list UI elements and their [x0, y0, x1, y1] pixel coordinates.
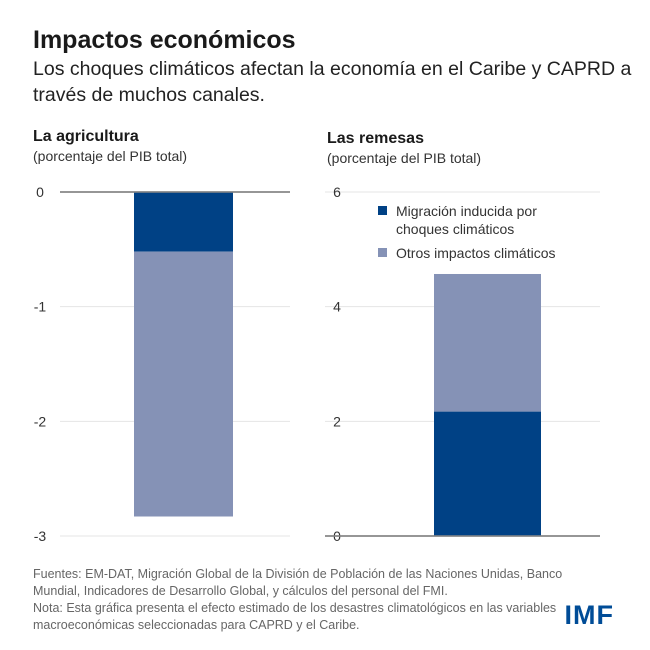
legend-swatch-otros	[378, 248, 387, 257]
y-tick-label: 6	[333, 184, 341, 200]
method-note: Nota: Esta gráfica presenta el efecto es…	[33, 601, 557, 632]
chart-title-agricultura: La agricultura	[33, 128, 139, 145]
chart-subtitle-agricultura: (porcentaje del PIB total)	[33, 148, 188, 164]
y-tick-label: -2	[34, 413, 47, 429]
page-title: Impactos económicos	[33, 26, 296, 54]
legend-label-migracion-line2: choques climáticos	[396, 221, 514, 237]
y-tick-label: 0	[36, 184, 44, 200]
legend-label-migracion-line1: Migración inducida por	[396, 203, 537, 219]
bar-segment-0	[134, 192, 233, 252]
footnotes: Fuentes: EM-DAT, Migración Global de la …	[33, 566, 573, 634]
chart-title-remesas: Las remesas	[327, 130, 424, 147]
imf-logo: IMF	[564, 600, 614, 630]
y-tick-label: 2	[333, 413, 341, 429]
bar-segment-1	[134, 251, 233, 517]
y-tick-label: 4	[333, 299, 341, 315]
chart-subtitle-remesas: (porcentaje del PIB total)	[327, 150, 482, 166]
legend-swatch-migracion	[378, 206, 387, 215]
y-tick-label: -3	[34, 528, 47, 544]
y-tick-label: -1	[34, 299, 47, 315]
bar-segment-0	[434, 411, 541, 536]
legend-label-otros: Otros impactos climáticos	[396, 245, 555, 261]
page-subtitle: Los choques climáticos afectan la econom…	[33, 58, 632, 106]
bar-segment-1	[434, 273, 541, 412]
sources-note: Fuentes: EM-DAT, Migración Global de la …	[33, 567, 563, 598]
